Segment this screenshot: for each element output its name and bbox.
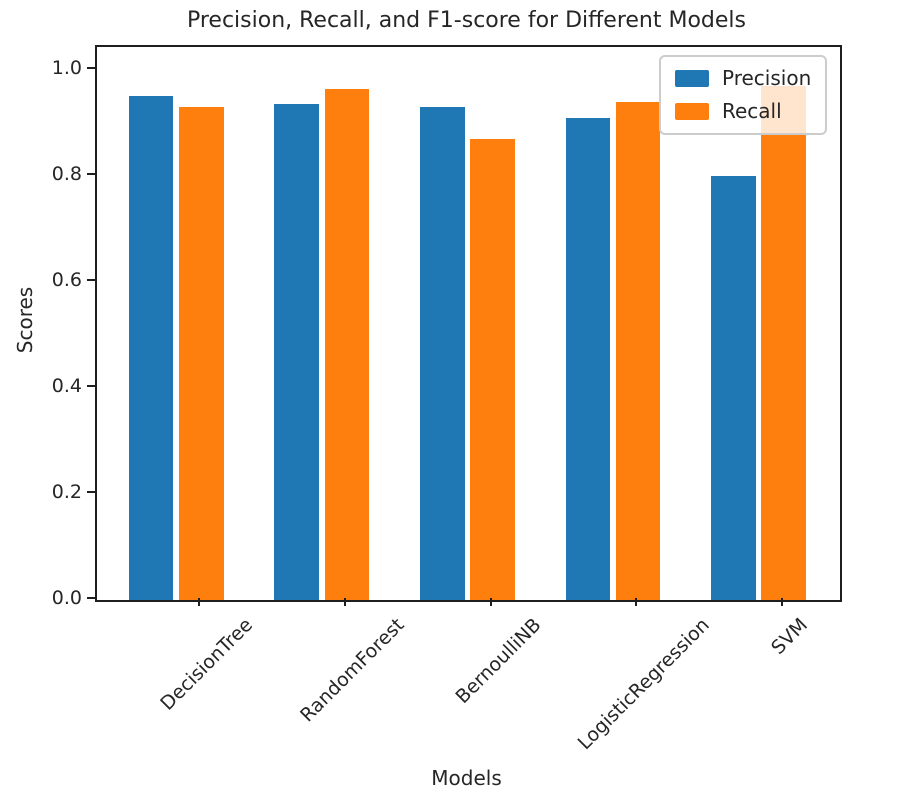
y-tick-mark [87, 597, 95, 599]
bar-precision-svm [711, 176, 756, 600]
legend-row: Precision [675, 66, 813, 90]
bar-recall-randomforest [324, 89, 370, 600]
legend-swatch-recall [675, 102, 709, 120]
x-tick-label: SVM [766, 614, 812, 659]
bar-recall-bernoullinb [470, 139, 515, 600]
x-tick-label: RandomForest [296, 614, 409, 727]
x-tick-mark [489, 598, 492, 606]
bar-recall-decisiontree [179, 107, 224, 600]
y-tick-mark [87, 491, 95, 493]
bar-precision-bernoullinb [420, 107, 465, 600]
y-tick-mark [87, 173, 95, 175]
y-tick-label: 0.4 [51, 375, 82, 397]
x-tick-label: BernoulliNB [451, 614, 546, 709]
x-tick-label: LogisticRegression [573, 614, 714, 755]
bar-recall-svm [761, 86, 806, 600]
y-tick-label: 0.0 [51, 587, 82, 609]
legend-row: Recall [675, 99, 813, 123]
y-tick-label: 0.2 [51, 481, 82, 503]
y-tick-mark [87, 67, 95, 69]
plot-area [95, 45, 842, 602]
legend: Precision Recall [659, 55, 827, 135]
x-tick-mark [780, 598, 783, 606]
y-tick-mark [87, 385, 95, 387]
x-tick-mark [635, 598, 638, 606]
x-tick-mark [343, 598, 346, 606]
y-tick-label: 1.0 [51, 57, 82, 79]
y-axis-label: Scores [13, 286, 37, 354]
x-axis-label: Models [431, 766, 502, 790]
legend-swatch-precision [675, 69, 709, 87]
chart-title: Precision, Recall, and F1-score for Diff… [186, 8, 746, 33]
y-tick-mark [87, 279, 95, 281]
bar-precision-randomforest [274, 104, 319, 600]
bar-precision-logisticregression [565, 118, 611, 600]
x-tick-mark [198, 598, 201, 606]
x-tick-label: DecisionTree [156, 614, 258, 715]
bar-precision-decisiontree [128, 96, 174, 600]
legend-label: Precision [722, 66, 812, 90]
y-tick-label: 0.8 [51, 163, 82, 185]
bar-recall-logisticregression [615, 102, 661, 600]
legend-label: Recall [722, 99, 782, 123]
y-tick-label: 0.6 [51, 269, 82, 291]
